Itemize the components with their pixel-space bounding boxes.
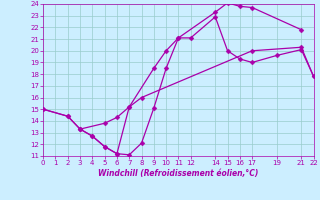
X-axis label: Windchill (Refroidissement éolien,°C): Windchill (Refroidissement éolien,°C) [98,169,259,178]
